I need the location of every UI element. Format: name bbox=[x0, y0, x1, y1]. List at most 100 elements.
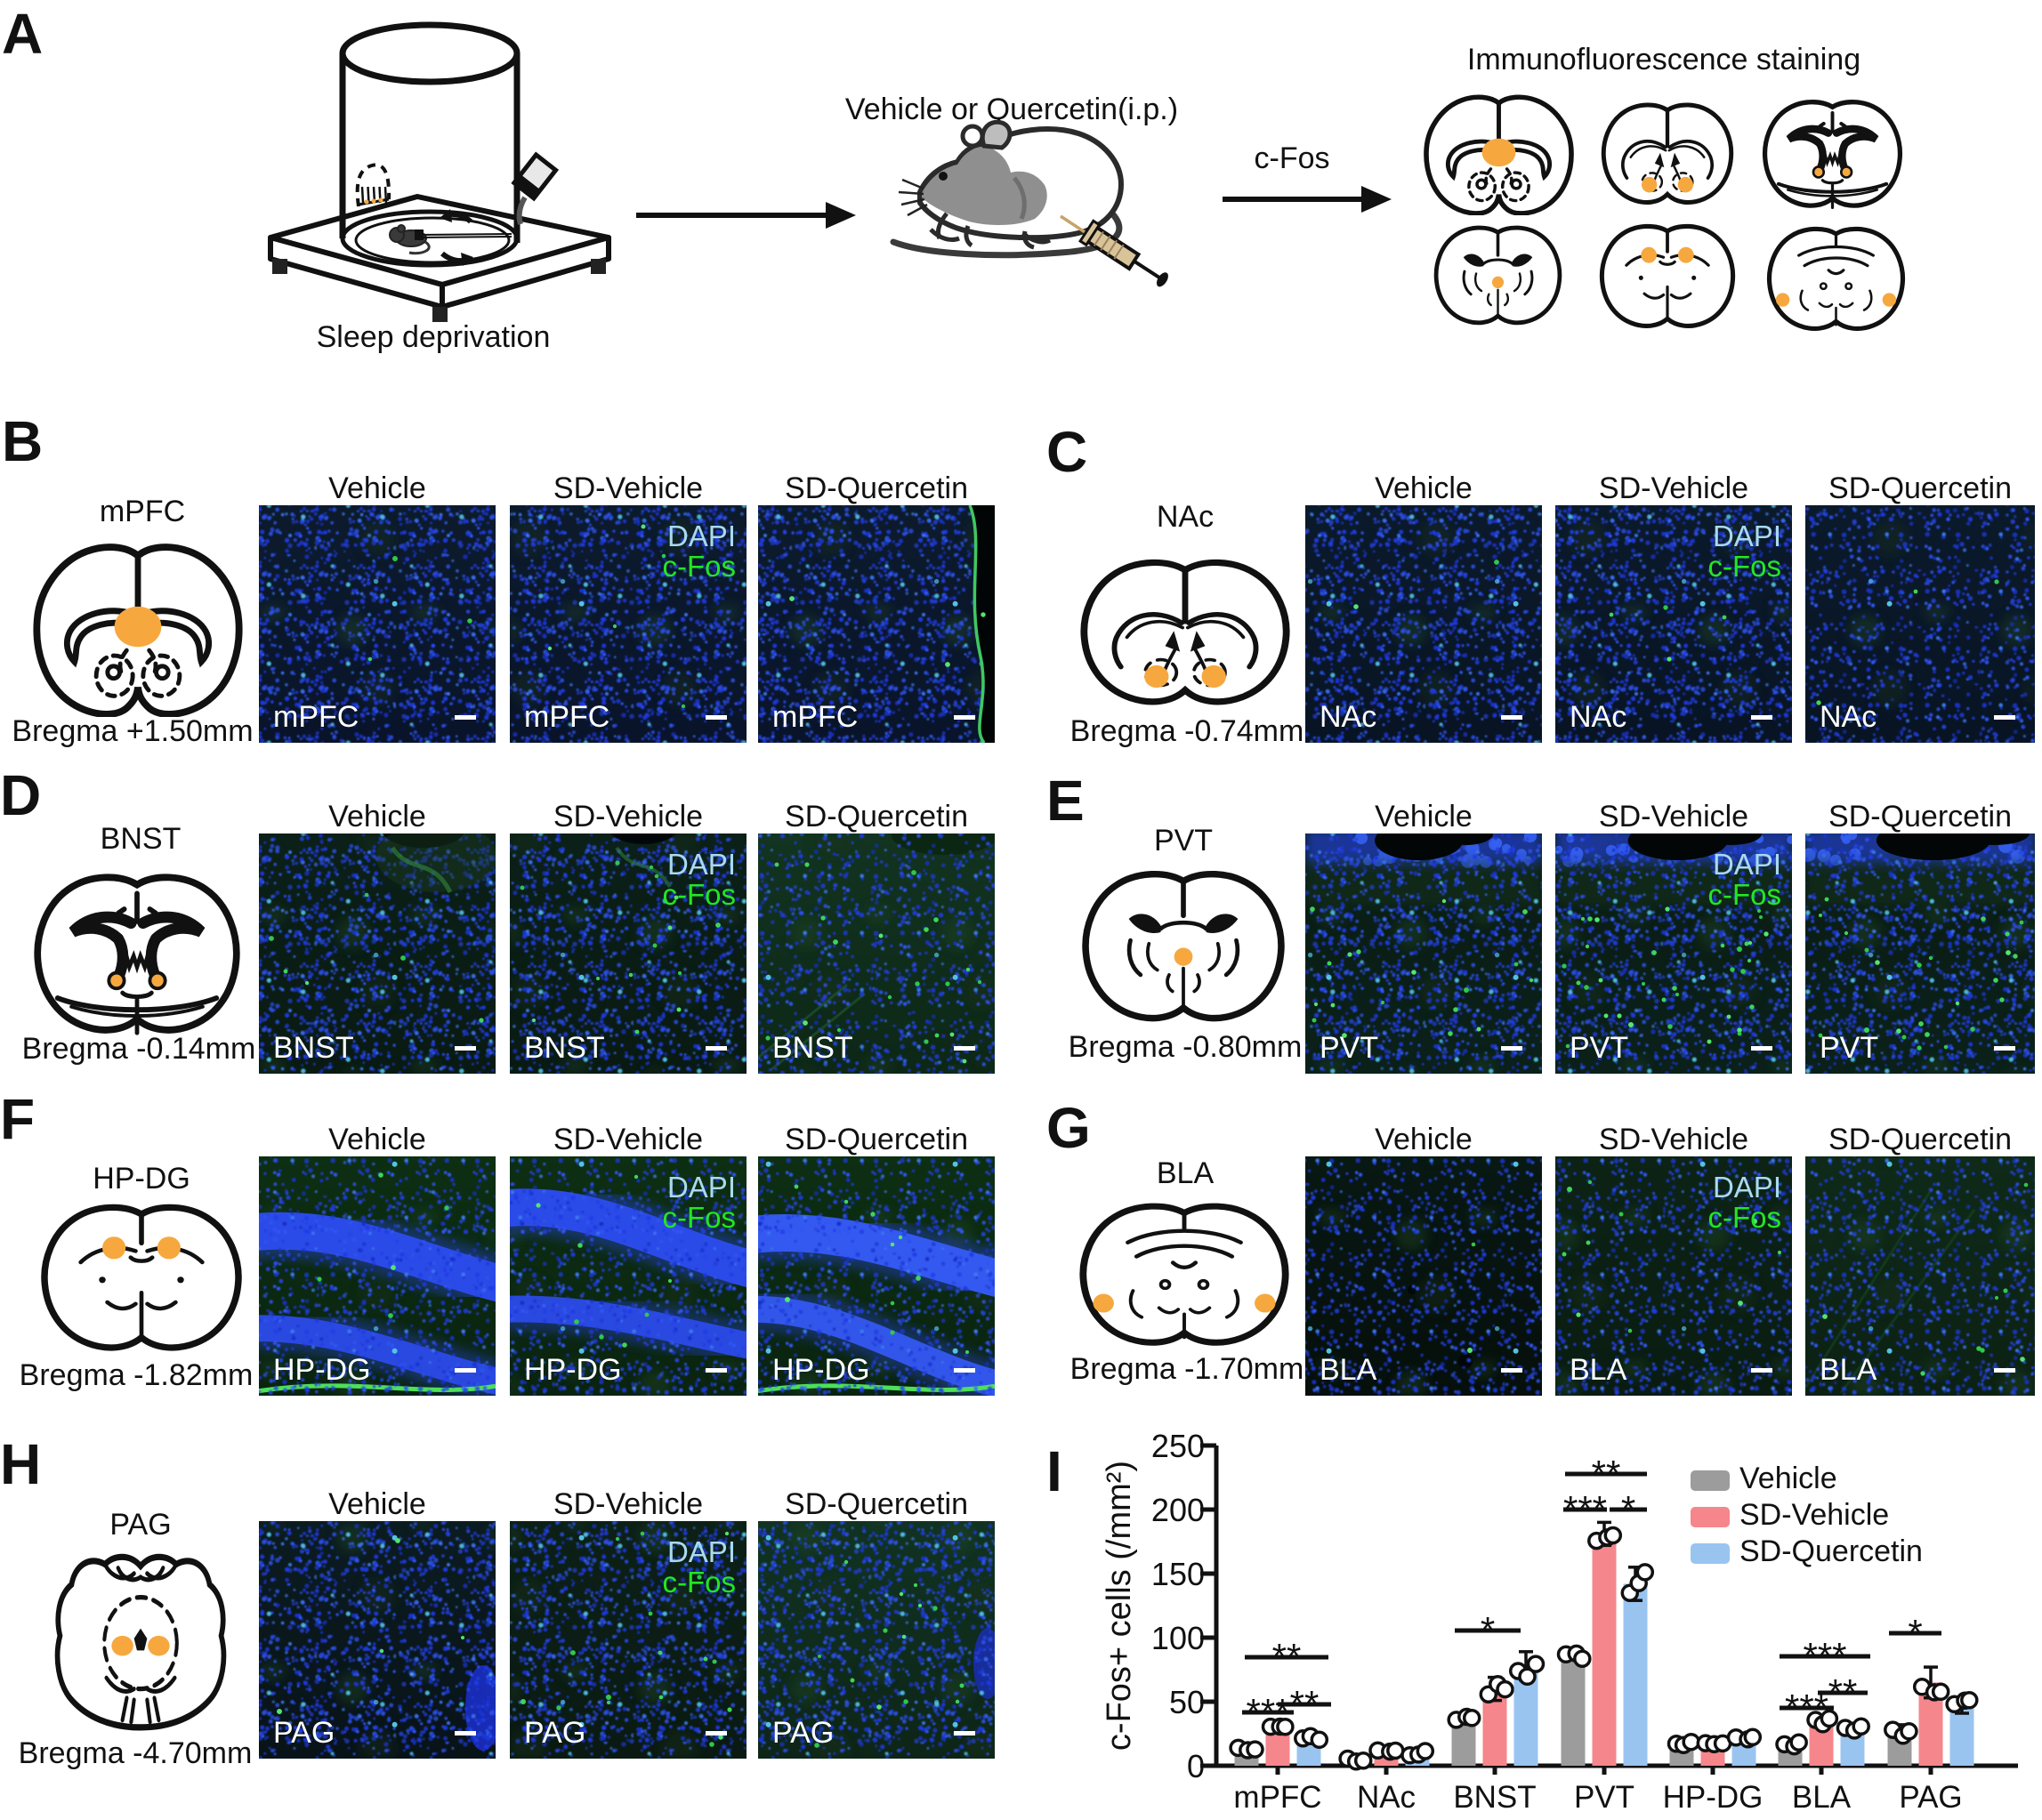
svg-text:PVT: PVT bbox=[1320, 1031, 1378, 1065]
svg-text:DAPI: DAPI bbox=[667, 1535, 736, 1568]
svg-text:HP-DG: HP-DG bbox=[524, 1353, 622, 1387]
svg-text:G: G bbox=[1046, 1096, 1091, 1160]
svg-text:**: ** bbox=[1272, 1636, 1302, 1678]
svg-text:Vehicle: Vehicle bbox=[328, 800, 426, 833]
svg-text:SD-Vehicle: SD-Vehicle bbox=[1739, 1498, 1889, 1532]
svg-text:Vehicle: Vehicle bbox=[1375, 471, 1473, 505]
svg-text:BNST: BNST bbox=[772, 1031, 853, 1065]
svg-text:**: ** bbox=[1290, 1683, 1320, 1725]
svg-text:Vehicle: Vehicle bbox=[328, 471, 426, 505]
svg-text:HP-DG: HP-DG bbox=[772, 1353, 870, 1387]
svg-text:NAc: NAc bbox=[1357, 1780, 1416, 1815]
svg-text:PVT: PVT bbox=[1574, 1780, 1634, 1815]
svg-text:SD-Vehicle: SD-Vehicle bbox=[553, 1123, 703, 1156]
svg-text:mPFC: mPFC bbox=[273, 700, 359, 734]
svg-text:Sleep deprivation: Sleep deprivation bbox=[317, 320, 551, 354]
svg-text:SD-Quercetin: SD-Quercetin bbox=[1828, 1123, 2012, 1156]
svg-text:c-Fos: c-Fos bbox=[663, 1566, 737, 1599]
svg-text:SD-Quercetin: SD-Quercetin bbox=[785, 800, 968, 833]
svg-text:SD-Quercetin: SD-Quercetin bbox=[785, 1123, 968, 1156]
svg-text:SD-Quercetin: SD-Quercetin bbox=[1828, 471, 2012, 505]
svg-text:Vehicle: Vehicle bbox=[1375, 800, 1473, 833]
svg-text:DAPI: DAPI bbox=[1713, 1171, 1781, 1204]
svg-text:PVT: PVT bbox=[1820, 1031, 1878, 1065]
svg-text:0: 0 bbox=[1187, 1748, 1205, 1784]
svg-text:DAPI: DAPI bbox=[1713, 848, 1781, 881]
svg-text:D: D bbox=[0, 763, 41, 827]
svg-text:BLA: BLA bbox=[1570, 1353, 1627, 1387]
svg-text:BLA: BLA bbox=[1157, 1156, 1215, 1190]
svg-text:c-Fos: c-Fos bbox=[663, 550, 737, 583]
svg-text:BNST: BNST bbox=[273, 1031, 354, 1065]
svg-text:mPFC: mPFC bbox=[1233, 1780, 1321, 1815]
svg-text:250: 250 bbox=[1151, 1428, 1205, 1464]
svg-text:SD-Vehicle: SD-Vehicle bbox=[1599, 471, 1748, 505]
svg-text:PAG: PAG bbox=[772, 1716, 834, 1750]
svg-text:NAc: NAc bbox=[1157, 500, 1214, 534]
svg-text:*: * bbox=[1908, 1612, 1922, 1654]
svg-text:c-Fos: c-Fos bbox=[663, 878, 737, 911]
svg-text:Vehicle: Vehicle bbox=[328, 1487, 426, 1521]
svg-text:SD-Quercetin: SD-Quercetin bbox=[785, 1487, 968, 1521]
svg-text:F: F bbox=[0, 1087, 35, 1151]
svg-text:c-Fos: c-Fos bbox=[1708, 878, 1782, 911]
svg-text:BNST: BNST bbox=[524, 1031, 605, 1065]
svg-text:c-Fos: c-Fos bbox=[1255, 141, 1330, 175]
svg-text:PVT: PVT bbox=[1570, 1031, 1628, 1065]
svg-text:SD-Vehicle: SD-Vehicle bbox=[1599, 1123, 1748, 1156]
svg-text:***: *** bbox=[1563, 1488, 1607, 1530]
svg-text:PAG: PAG bbox=[273, 1716, 335, 1750]
svg-text:Bregma -0.74mm: Bregma -0.74mm bbox=[1070, 714, 1304, 748]
svg-text:SD-Quercetin: SD-Quercetin bbox=[1739, 1534, 1923, 1568]
svg-text:PAG: PAG bbox=[1899, 1780, 1962, 1815]
svg-text:Bregma -0.14mm: Bregma -0.14mm bbox=[22, 1032, 256, 1066]
svg-text:SD-Quercetin: SD-Quercetin bbox=[785, 471, 968, 505]
svg-text:50: 50 bbox=[1169, 1684, 1205, 1720]
svg-text:DAPI: DAPI bbox=[667, 519, 736, 552]
svg-text:BLA: BLA bbox=[1320, 1353, 1377, 1387]
svg-text:c-Fos: c-Fos bbox=[1708, 550, 1782, 583]
svg-text:DAPI: DAPI bbox=[1713, 519, 1781, 552]
svg-text:NAc: NAc bbox=[1320, 700, 1376, 734]
svg-text:mPFC: mPFC bbox=[100, 495, 185, 528]
svg-text:PVT: PVT bbox=[1154, 824, 1213, 858]
svg-text:BLA: BLA bbox=[1792, 1780, 1852, 1815]
svg-text:c-Fos: c-Fos bbox=[1708, 1201, 1782, 1234]
svg-text:BNST: BNST bbox=[101, 822, 182, 856]
svg-text:B: B bbox=[2, 409, 43, 473]
svg-text:Bregma -1.82mm: Bregma -1.82mm bbox=[20, 1358, 254, 1392]
svg-text:PAG: PAG bbox=[109, 1508, 171, 1542]
svg-text:HP-DG: HP-DG bbox=[93, 1162, 190, 1196]
svg-text:I: I bbox=[1046, 1439, 1062, 1503]
svg-text:Vehicle: Vehicle bbox=[1739, 1462, 1837, 1495]
svg-text:**: ** bbox=[1828, 1671, 1858, 1713]
svg-text:BNST: BNST bbox=[1453, 1780, 1536, 1815]
svg-text:SD-Vehicle: SD-Vehicle bbox=[553, 1487, 703, 1521]
svg-text:Vehicle or Quercetin(i.p.): Vehicle or Quercetin(i.p.) bbox=[845, 93, 1178, 126]
svg-text:C: C bbox=[1046, 420, 1087, 484]
svg-text:SD-Quercetin: SD-Quercetin bbox=[1828, 800, 2012, 833]
svg-text:100: 100 bbox=[1151, 1620, 1205, 1656]
svg-text:SD-Vehicle: SD-Vehicle bbox=[553, 800, 703, 833]
svg-text:SD-Vehicle: SD-Vehicle bbox=[1599, 800, 1748, 833]
svg-text:***: *** bbox=[1803, 1635, 1846, 1677]
svg-text:HP-DG: HP-DG bbox=[273, 1353, 371, 1387]
svg-text:*: * bbox=[1481, 1609, 1495, 1651]
svg-text:Vehicle: Vehicle bbox=[1375, 1123, 1473, 1156]
svg-text:Bregma +1.50mm: Bregma +1.50mm bbox=[12, 714, 253, 748]
svg-text:mPFC: mPFC bbox=[772, 700, 858, 734]
svg-text:HP-DG: HP-DG bbox=[1663, 1780, 1764, 1815]
svg-text:NAc: NAc bbox=[1820, 700, 1877, 734]
svg-text:H: H bbox=[0, 1432, 41, 1496]
svg-text:SD-Vehicle: SD-Vehicle bbox=[553, 471, 703, 505]
svg-text:E: E bbox=[1046, 769, 1085, 833]
svg-text:Bregma -0.80mm: Bregma -0.80mm bbox=[1069, 1030, 1303, 1064]
svg-text:***: *** bbox=[1246, 1691, 1289, 1733]
svg-text:**: ** bbox=[1592, 1453, 1621, 1494]
svg-text:Vehicle: Vehicle bbox=[328, 1123, 426, 1156]
svg-text:A: A bbox=[2, 2, 43, 66]
svg-text:*: * bbox=[1621, 1488, 1635, 1530]
svg-text:Bregma -1.70mm: Bregma -1.70mm bbox=[1070, 1352, 1304, 1386]
svg-text:mPFC: mPFC bbox=[524, 700, 609, 734]
svg-text:150: 150 bbox=[1151, 1556, 1205, 1592]
